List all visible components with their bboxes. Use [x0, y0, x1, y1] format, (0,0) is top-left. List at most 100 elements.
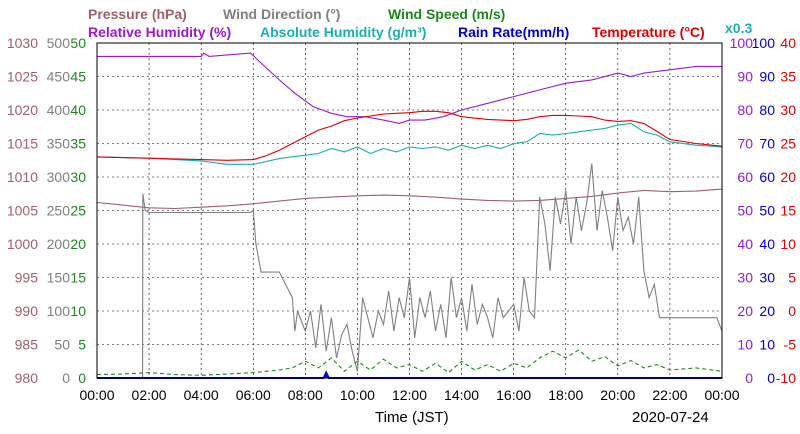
- ytick-pressure: 1005: [7, 203, 38, 219]
- ytick-wind-direction: 50: [54, 337, 70, 353]
- ytick-wind-speed: 5: [78, 337, 86, 353]
- x-axis-label: Time (JST): [375, 409, 449, 426]
- ytick-relative-humidity: 50: [737, 203, 753, 219]
- xtick-label: 00:00: [79, 387, 114, 403]
- ytick-wind-speed: 35: [70, 136, 86, 152]
- ytick-rain-rate: 90: [759, 69, 775, 85]
- legend-wind-speed: Wind Speed (m/s): [388, 6, 505, 22]
- ytick-pressure: 1020: [7, 102, 38, 118]
- ytick-wind-direction: 0: [62, 370, 70, 386]
- ytick-rain-rate: 10: [759, 337, 775, 353]
- ytick-wind-speed: 0: [78, 370, 86, 386]
- ytick-relative-humidity: 40: [737, 236, 753, 252]
- xtick-label: 04:00: [184, 387, 219, 403]
- series-wind-speed-line: [96, 349, 723, 376]
- ytick-rain-rate: 20: [759, 303, 775, 319]
- ytick-temperature: 30: [780, 102, 796, 118]
- series-temperature-line: [96, 110, 723, 161]
- ytick-temperature: 35: [780, 69, 796, 85]
- ytick-relative-humidity: 0: [745, 370, 753, 386]
- ytick-relative-humidity: 10: [737, 337, 753, 353]
- ytick-wind-speed: 15: [70, 270, 86, 286]
- ytick-rain-rate: 50: [759, 203, 775, 219]
- ytick-wind-direction: 100: [47, 303, 71, 319]
- xtick-label: 18:00: [548, 387, 583, 403]
- ytick-wind-direction: 300: [47, 169, 71, 185]
- legend-temperature: Temperature (°C): [592, 24, 705, 40]
- ytick-temperature: 10: [780, 236, 796, 252]
- ytick-pressure: 985: [15, 337, 39, 353]
- ytick-rain-rate: 80: [759, 102, 775, 118]
- ytick-relative-humidity: 20: [737, 303, 753, 319]
- ytick-wind-speed: 40: [70, 102, 86, 118]
- ytick-pressure: 1025: [7, 69, 38, 85]
- grid: [97, 43, 722, 378]
- ytick-rain-rate: 30: [759, 270, 775, 286]
- legend-relative-humidity: Relative Humidity (%): [88, 24, 231, 40]
- legend-rain-rate: Rain Rate(mm/h): [458, 24, 569, 40]
- series-pressure-line: [96, 188, 723, 210]
- ytick-relative-humidity: 80: [737, 102, 753, 118]
- ytick-wind-direction: 350: [47, 136, 71, 152]
- ytick-rain-rate: 60: [759, 169, 775, 185]
- xtick-label: 02:00: [132, 387, 167, 403]
- ytick-relative-humidity: 100: [730, 35, 754, 51]
- plot-frame: [96, 42, 723, 379]
- series-wind-direction-line: [142, 163, 723, 379]
- y-axes: 1030102510201015101010051000995990985980…: [7, 35, 796, 386]
- ytick-temperature: 25: [780, 136, 796, 152]
- ytick-temperature: 40: [780, 35, 796, 51]
- ytick-relative-humidity: 90: [737, 69, 753, 85]
- ytick-pressure: 995: [15, 270, 39, 286]
- legend-absolute-humidity: Absolute Humidity (g/m³): [260, 24, 426, 40]
- ytick-pressure: 1010: [7, 169, 38, 185]
- ytick-wind-direction: 450: [47, 69, 71, 85]
- xtick-label: 20:00: [600, 387, 635, 403]
- ytick-pressure: 1030: [7, 35, 38, 51]
- ytick-rain-rate: 0: [767, 370, 775, 386]
- ytick-temperature: -10: [776, 370, 796, 386]
- ytick-wind-speed: 50: [70, 35, 86, 51]
- ytick-wind-speed: 30: [70, 169, 86, 185]
- ytick-relative-humidity: 60: [737, 169, 753, 185]
- xtick-label: 08:00: [288, 387, 323, 403]
- ytick-wind-speed: 45: [70, 69, 86, 85]
- legend-wind-direction: Wind Direction (°): [223, 6, 340, 22]
- ytick-temperature: 20: [780, 169, 796, 185]
- ytick-relative-humidity: 30: [737, 270, 753, 286]
- ytick-wind-direction: 400: [47, 102, 71, 118]
- xtick-label: 00:00: [704, 387, 739, 403]
- ytick-temperature: 5: [788, 270, 796, 286]
- xtick-label: 12:00: [392, 387, 427, 403]
- date-label: 2020-07-24: [632, 409, 709, 426]
- ytick-temperature: -5: [784, 337, 797, 353]
- ytick-temperature: 15: [780, 203, 796, 219]
- ytick-rain-rate: 100: [752, 35, 776, 51]
- ytick-pressure: 980: [15, 370, 39, 386]
- ytick-wind-direction: 150: [47, 270, 71, 286]
- ytick-temperature: 0: [788, 303, 796, 319]
- xtick-label: 06:00: [236, 387, 271, 403]
- ytick-wind-speed: 20: [70, 236, 86, 252]
- ytick-relative-humidity: 70: [737, 136, 753, 152]
- ytick-pressure: 990: [15, 303, 39, 319]
- xtick-label: 10:00: [340, 387, 375, 403]
- ytick-wind-direction: 200: [47, 236, 71, 252]
- ytick-wind-direction: 500: [47, 35, 71, 51]
- ytick-wind-direction: 250: [47, 203, 71, 219]
- ytick-pressure: 1000: [7, 236, 38, 252]
- ytick-wind-speed: 25: [70, 203, 86, 219]
- series-relative-humidity-line: [97, 52, 722, 124]
- xtick-label: 16:00: [496, 387, 531, 403]
- x-axis: 00:00 02:00 04:00 06:00 08:00 10:00 12:00 14:00…: [79, 387, 739, 403]
- ytick-wind-speed: 10: [70, 303, 86, 319]
- xtick-label: 22:00: [652, 387, 687, 403]
- ytick-pressure: 1015: [7, 136, 38, 152]
- series-absolute-humidity-line: [96, 122, 723, 165]
- abs-humidity-scale-label: x0.3: [725, 20, 752, 36]
- ytick-rain-rate: 40: [759, 236, 775, 252]
- legend-pressure: Pressure (hPa): [88, 6, 187, 22]
- xtick-label: 14:00: [444, 387, 479, 403]
- ytick-rain-rate: 70: [759, 136, 775, 152]
